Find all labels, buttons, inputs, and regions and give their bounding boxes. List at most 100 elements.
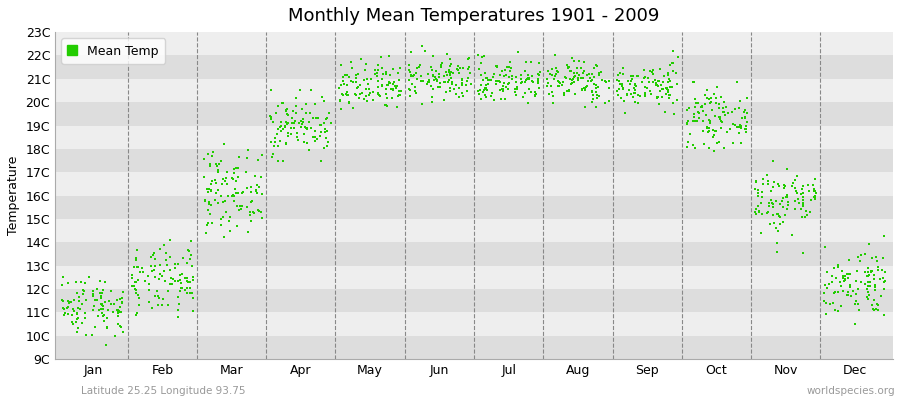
Point bbox=[340, 82, 355, 89]
Point bbox=[288, 118, 302, 124]
Point bbox=[255, 215, 269, 222]
Point bbox=[101, 307, 115, 313]
Point bbox=[340, 88, 355, 95]
Point bbox=[680, 143, 694, 150]
Point bbox=[612, 78, 626, 84]
Point bbox=[243, 209, 257, 216]
Point bbox=[576, 70, 590, 77]
Point bbox=[105, 309, 120, 316]
Point bbox=[338, 72, 353, 78]
Point bbox=[620, 91, 634, 97]
Point bbox=[848, 301, 862, 307]
Point bbox=[298, 124, 312, 130]
Point bbox=[198, 197, 212, 203]
Point bbox=[131, 295, 146, 302]
Point bbox=[518, 79, 533, 86]
Point bbox=[269, 110, 284, 116]
Point bbox=[128, 286, 142, 292]
Point bbox=[431, 84, 446, 90]
Point bbox=[690, 100, 705, 106]
Point bbox=[210, 162, 224, 169]
Point bbox=[236, 188, 250, 195]
Point bbox=[532, 60, 546, 66]
Point bbox=[77, 314, 92, 321]
Point bbox=[474, 82, 489, 88]
Point bbox=[770, 180, 785, 187]
Point bbox=[670, 54, 685, 60]
Point bbox=[706, 132, 721, 138]
Point bbox=[183, 284, 197, 291]
Point bbox=[94, 294, 109, 301]
Point bbox=[425, 66, 439, 73]
Point bbox=[201, 220, 215, 226]
Point bbox=[372, 92, 386, 99]
Point bbox=[574, 87, 589, 93]
Point bbox=[142, 281, 157, 288]
Point bbox=[643, 88, 657, 94]
Point bbox=[519, 59, 534, 66]
Point bbox=[445, 79, 459, 85]
Point bbox=[577, 84, 591, 91]
Point bbox=[436, 73, 451, 80]
Point bbox=[112, 309, 126, 316]
Point bbox=[385, 81, 400, 88]
Point bbox=[548, 72, 562, 79]
Point bbox=[439, 71, 454, 78]
Point bbox=[771, 181, 786, 187]
Point bbox=[338, 91, 353, 98]
Point bbox=[798, 208, 813, 214]
Point bbox=[174, 280, 188, 286]
Point bbox=[214, 216, 229, 222]
Point bbox=[345, 65, 359, 72]
Point bbox=[862, 240, 877, 247]
Point bbox=[150, 293, 165, 300]
Point bbox=[275, 100, 290, 106]
Point bbox=[616, 85, 630, 91]
Point bbox=[478, 85, 492, 91]
Point bbox=[636, 67, 651, 74]
Point bbox=[770, 228, 785, 234]
Point bbox=[695, 103, 709, 109]
Point bbox=[174, 280, 188, 286]
Point bbox=[544, 71, 558, 77]
Point bbox=[738, 123, 752, 129]
Point bbox=[414, 72, 428, 79]
Point bbox=[630, 72, 644, 79]
Point bbox=[508, 86, 523, 92]
Point bbox=[229, 178, 243, 184]
Point bbox=[738, 115, 752, 122]
Point bbox=[249, 187, 264, 193]
Point bbox=[386, 87, 400, 94]
Point bbox=[313, 122, 328, 128]
Point bbox=[229, 190, 243, 196]
Point bbox=[141, 287, 156, 294]
Point bbox=[831, 264, 845, 270]
Point bbox=[70, 311, 85, 317]
Point bbox=[390, 82, 404, 89]
Point bbox=[699, 124, 714, 130]
Point bbox=[129, 312, 143, 318]
Point bbox=[144, 254, 158, 260]
Point bbox=[838, 277, 852, 284]
Point bbox=[232, 207, 247, 213]
Point bbox=[319, 126, 333, 132]
Point bbox=[706, 126, 720, 133]
Point bbox=[158, 250, 173, 256]
Point bbox=[713, 116, 727, 122]
Point bbox=[363, 90, 377, 96]
Point bbox=[178, 287, 193, 294]
Point bbox=[766, 184, 780, 190]
Point bbox=[56, 298, 70, 305]
Point bbox=[643, 68, 657, 75]
Point bbox=[303, 109, 318, 116]
Point bbox=[163, 267, 177, 273]
Point bbox=[300, 125, 314, 131]
Point bbox=[358, 61, 373, 68]
Point bbox=[734, 114, 749, 121]
Point bbox=[184, 279, 198, 285]
Point bbox=[334, 82, 348, 88]
Point bbox=[197, 198, 211, 205]
Point bbox=[383, 86, 398, 92]
Point bbox=[89, 286, 104, 292]
Point bbox=[585, 71, 599, 77]
